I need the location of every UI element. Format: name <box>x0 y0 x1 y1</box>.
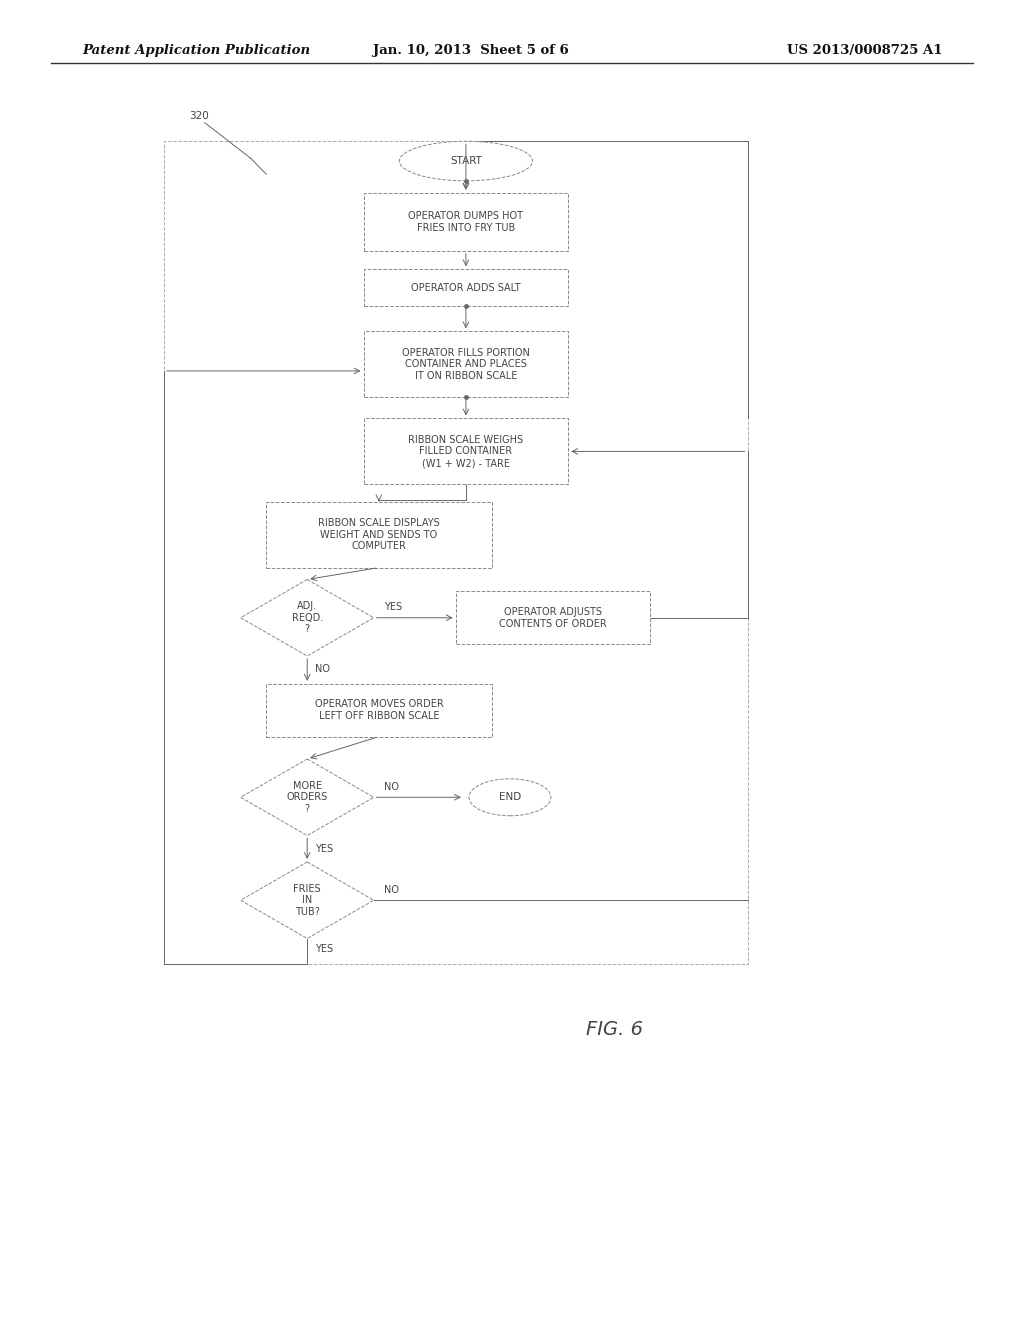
Text: OPERATOR ADDS SALT: OPERATOR ADDS SALT <box>411 282 521 293</box>
Text: MORE
ORDERS
?: MORE ORDERS ? <box>287 780 328 814</box>
Text: RIBBON SCALE DISPLAYS
WEIGHT AND SENDS TO
COMPUTER: RIBBON SCALE DISPLAYS WEIGHT AND SENDS T… <box>318 517 439 552</box>
Text: Patent Application Publication: Patent Application Publication <box>82 44 310 57</box>
Text: NO: NO <box>384 781 399 792</box>
FancyBboxPatch shape <box>364 269 568 306</box>
Polygon shape <box>241 579 374 656</box>
Text: FIG. 6: FIG. 6 <box>586 1020 643 1039</box>
FancyBboxPatch shape <box>456 591 650 644</box>
FancyBboxPatch shape <box>364 331 568 397</box>
Text: OPERATOR DUMPS HOT
FRIES INTO FRY TUB: OPERATOR DUMPS HOT FRIES INTO FRY TUB <box>409 211 523 232</box>
Text: YES: YES <box>315 843 334 854</box>
Text: END: END <box>499 792 521 803</box>
Text: OPERATOR FILLS PORTION
CONTAINER AND PLACES
IT ON RIBBON SCALE: OPERATOR FILLS PORTION CONTAINER AND PLA… <box>402 347 529 381</box>
Text: NO: NO <box>315 664 331 675</box>
Polygon shape <box>241 759 374 836</box>
Text: OPERATOR ADJUSTS
CONTENTS OF ORDER: OPERATOR ADJUSTS CONTENTS OF ORDER <box>499 607 607 628</box>
Text: US 2013/0008725 A1: US 2013/0008725 A1 <box>786 44 942 57</box>
Text: RIBBON SCALE WEIGHS
FILLED CONTAINER
(W1 + W2) - TARE: RIBBON SCALE WEIGHS FILLED CONTAINER (W1… <box>409 434 523 469</box>
Text: FRIES
IN
TUB?: FRIES IN TUB? <box>294 883 321 917</box>
Text: Jan. 10, 2013  Sheet 5 of 6: Jan. 10, 2013 Sheet 5 of 6 <box>373 44 569 57</box>
Text: NO: NO <box>384 884 399 895</box>
Ellipse shape <box>399 141 532 181</box>
Text: OPERATOR MOVES ORDER
LEFT OFF RIBBON SCALE: OPERATOR MOVES ORDER LEFT OFF RIBBON SCA… <box>314 700 443 721</box>
Text: ADJ.
REQD.
?: ADJ. REQD. ? <box>292 601 323 635</box>
FancyBboxPatch shape <box>364 193 568 251</box>
FancyBboxPatch shape <box>266 684 492 737</box>
Text: YES: YES <box>315 944 334 954</box>
Ellipse shape <box>469 779 551 816</box>
Polygon shape <box>241 862 374 939</box>
Text: START: START <box>450 156 482 166</box>
Text: YES: YES <box>384 602 402 612</box>
Text: 320: 320 <box>189 111 209 121</box>
FancyBboxPatch shape <box>266 502 492 568</box>
FancyBboxPatch shape <box>364 418 568 484</box>
